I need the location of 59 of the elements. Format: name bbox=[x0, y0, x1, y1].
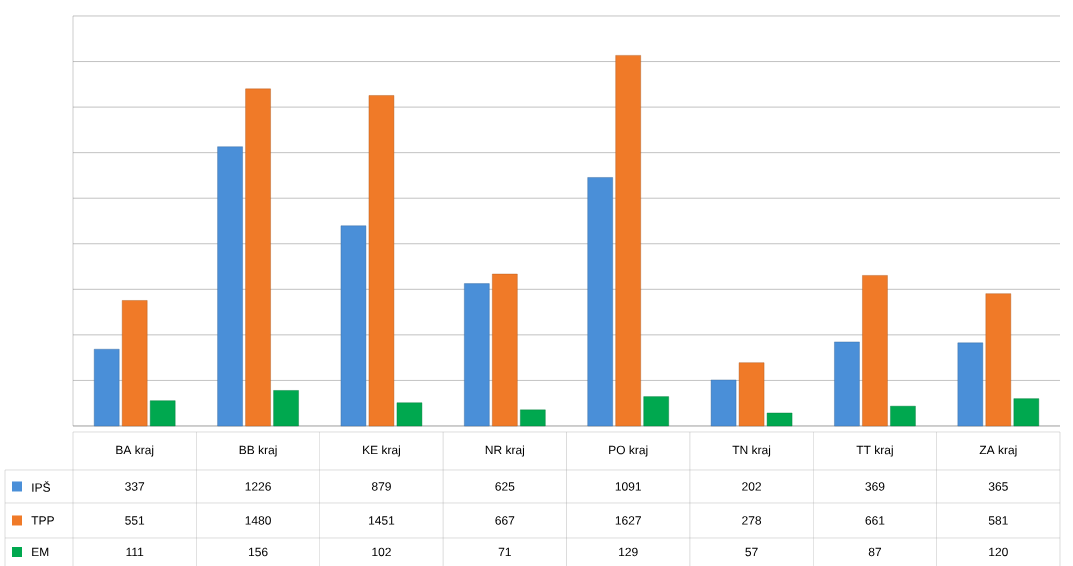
bar bbox=[340, 225, 367, 427]
bar bbox=[1013, 398, 1040, 427]
data-label: 879 bbox=[371, 482, 391, 491]
data-label: 337 bbox=[125, 482, 145, 491]
bar bbox=[738, 362, 765, 427]
data-label: 365 bbox=[988, 482, 1008, 491]
x-tick-label: BA kraj bbox=[116, 445, 154, 457]
bar bbox=[890, 405, 916, 427]
data-label: 87 bbox=[868, 547, 882, 557]
data-label: 120 bbox=[989, 547, 1008, 557]
data-label: 111 bbox=[126, 547, 144, 557]
bar bbox=[217, 146, 243, 427]
legend-label: EM bbox=[32, 547, 49, 557]
bar bbox=[492, 273, 518, 427]
bar bbox=[94, 349, 120, 427]
data-label: 581 bbox=[988, 516, 1008, 525]
x-tick-label: PO kraj bbox=[609, 445, 648, 457]
bar bbox=[862, 275, 888, 427]
data-label: 71 bbox=[498, 547, 511, 557]
bar bbox=[710, 379, 737, 427]
bar bbox=[834, 341, 860, 427]
bar bbox=[587, 177, 613, 427]
bar bbox=[150, 400, 176, 427]
bar bbox=[615, 55, 641, 427]
bar bbox=[464, 283, 490, 427]
data-label: 1091 bbox=[615, 482, 641, 491]
bar bbox=[985, 293, 1012, 427]
x-tick-label: NR kraj bbox=[485, 445, 524, 457]
data-label: 369 bbox=[865, 482, 885, 491]
bar bbox=[245, 88, 271, 427]
bar bbox=[396, 402, 423, 427]
bar bbox=[766, 412, 793, 427]
data-label: 129 bbox=[619, 547, 638, 557]
data-label: 625 bbox=[495, 482, 515, 491]
legend-label: TPP bbox=[31, 516, 54, 525]
x-tick-label: TT kraj bbox=[856, 445, 893, 457]
data-label: 667 bbox=[495, 516, 515, 525]
data-label: 1226 bbox=[245, 482, 271, 491]
x-tick-label: TN kraj bbox=[732, 445, 771, 457]
bar bbox=[273, 390, 299, 427]
x-tick-label: KE kraj bbox=[363, 445, 400, 457]
data-label: 661 bbox=[865, 516, 885, 525]
data-label: 1480 bbox=[245, 516, 271, 525]
data-label: 57 bbox=[745, 547, 758, 557]
data-label: 1627 bbox=[615, 516, 641, 525]
legend-label: IPŠ bbox=[32, 481, 50, 492]
data-label: 102 bbox=[372, 547, 391, 557]
bar bbox=[122, 300, 148, 427]
x-tick-label: ZA kraj bbox=[979, 445, 1017, 457]
data-label: 202 bbox=[742, 482, 761, 491]
bar bbox=[520, 409, 546, 427]
bar bbox=[368, 95, 395, 427]
x-tick-label: BB kraj bbox=[239, 445, 277, 457]
bar bbox=[643, 396, 669, 427]
bar bbox=[957, 342, 984, 427]
data-label: 156 bbox=[248, 547, 268, 557]
data-label: 278 bbox=[742, 516, 762, 525]
data-label: 551 bbox=[125, 516, 145, 525]
data-label: 1451 bbox=[369, 516, 395, 525]
